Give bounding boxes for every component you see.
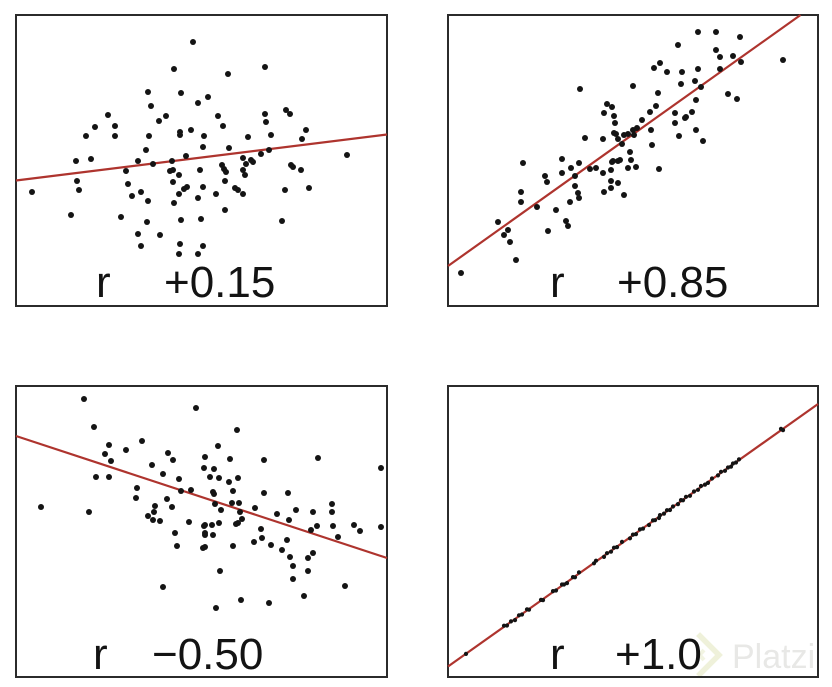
svg-text:+0.15: +0.15 xyxy=(164,258,275,307)
svg-text:r: r xyxy=(93,630,108,679)
svg-text:+0.85: +0.85 xyxy=(617,258,728,307)
svg-text:Platzi: Platzi xyxy=(732,638,815,676)
svg-text:+1.0: +1.0 xyxy=(615,630,702,679)
svg-text:r: r xyxy=(550,630,565,679)
svg-text:r: r xyxy=(550,258,565,307)
svg-text:r: r xyxy=(96,258,111,307)
svg-text:−0.50: −0.50 xyxy=(152,630,263,679)
